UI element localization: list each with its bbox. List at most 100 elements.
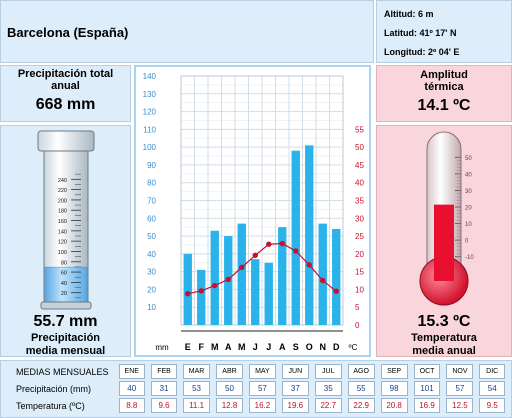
precip-cell: 53	[183, 381, 211, 396]
temp-cell: 16.9	[413, 398, 441, 413]
month-cell: MAY	[248, 364, 276, 379]
precip-bar	[318, 223, 327, 325]
precip-bar	[197, 269, 206, 325]
mean-precip-panel: 240 220 200 180 160 140 120 100 80 60 40 20 55.7 mm…	[0, 125, 131, 357]
mean-temp-panel: 50 40 30 20 10 0 -10 15.3 ºC Temperatura media…	[376, 125, 512, 357]
temp-axis-unit: ºC	[349, 343, 358, 352]
precip-tick-label: 80	[147, 179, 156, 188]
month-tick-label: J	[253, 342, 258, 352]
month-tick-label: O	[306, 342, 313, 352]
temp-point	[198, 288, 204, 294]
precip-tick-label: 140	[143, 72, 157, 81]
month-cell: AGO	[347, 364, 375, 379]
temp-point	[266, 241, 272, 247]
precip-tick-label: 60	[147, 214, 156, 223]
mean-precip-value: 55.7 mm	[33, 313, 98, 330]
precip-row-label: Precipitación (mm)	[16, 383, 92, 394]
monthly-table-panel: MEDIAS MENSUALES ENE FEB MAR ABR MAY JUN…	[0, 360, 512, 418]
total-precip-value: 668 mm	[35, 96, 96, 113]
temp-cell: 12.5	[446, 398, 474, 413]
precip-row: Precipitación (mm) 40 31 53 50 57 37 35 …	[15, 381, 505, 396]
gauge-tick-label: 120	[58, 240, 67, 246]
month-cell: NOV	[446, 364, 474, 379]
month-tick-label: N	[320, 342, 327, 352]
temp-tick-label: 20	[355, 250, 364, 259]
temp-cell: 9.5	[479, 398, 505, 413]
temp-point	[306, 262, 312, 268]
thermo-tick-label: -10	[465, 255, 474, 261]
month-tick-label: M	[238, 342, 246, 352]
month-cell: MAR	[183, 364, 211, 379]
temp-point	[333, 288, 339, 294]
gauge-tick-label: 60	[61, 271, 67, 277]
month-tick-label: D	[333, 342, 340, 352]
temp-tick-label: 10	[355, 285, 364, 294]
precip-cell: 37	[281, 381, 309, 396]
amplitude-label-2: térmica	[424, 81, 464, 93]
precip-tick-label: 10	[147, 303, 156, 312]
amplitude-label-1: Amplitud	[420, 69, 468, 81]
month-header-row: MEDIAS MENSUALES ENE FEB MAR ABR MAY JUN…	[15, 364, 505, 379]
temp-cell: 11.1	[183, 398, 211, 413]
latitude-text: Latitud: 41º 17' N	[384, 28, 457, 38]
gauge-tick-label: 140	[58, 229, 67, 235]
mean-temp-value: 15.3 ºC	[417, 313, 471, 330]
precip-cell: 101	[413, 381, 441, 396]
precip-bar	[251, 259, 260, 325]
mean-temp-label-2: media anual	[412, 345, 476, 357]
total-precip-label: Precipitación total anual	[17, 68, 114, 92]
temp-cell: 16.2	[248, 398, 276, 413]
location-name: Barcelona (España)	[7, 25, 129, 40]
thermo-tick-label: 30	[465, 189, 472, 195]
temp-point	[225, 276, 231, 283]
precip-tick-label: 70	[147, 197, 156, 206]
temp-point	[293, 248, 299, 254]
total-precip-panel: Precipitación total anual 668 mm	[0, 65, 131, 122]
precip-cell: 50	[216, 381, 243, 396]
month-cell: ENE	[118, 364, 145, 379]
temp-point	[279, 240, 285, 247]
precip-tick-label: 40	[147, 250, 156, 259]
temp-tick-label: 30	[355, 214, 364, 223]
temp-tick-label: 15	[355, 268, 364, 277]
temp-cell: 19.6	[281, 398, 309, 413]
rain-gauge-icon: 240 220 200 180 160 140 120 100 80 60 40 20	[37, 130, 95, 310]
thermometer-icon: 50 40 30 20 10 0 -10	[419, 131, 474, 306]
temp-cell: 22.7	[314, 398, 342, 413]
month-cell: SEP	[380, 364, 408, 379]
climograph-panel: 10 20 30 40 50 60 70 80 90 100 110 120 130 140 0 5 10 15 2…	[134, 65, 371, 357]
month-tick-label: M	[211, 342, 219, 352]
gauge-tick-label: 100	[58, 250, 67, 256]
thermo-tick-label: 50	[465, 156, 472, 162]
precip-cell: 57	[446, 381, 474, 396]
thermo-tick-label: 10	[465, 222, 472, 228]
temp-point	[239, 264, 245, 271]
temp-cell: 22.9	[347, 398, 375, 413]
temp-row-label: Temperatura (ºC)	[16, 400, 85, 411]
amplitude-value: 14.1 ºC	[417, 97, 471, 114]
precip-cell: 57	[248, 381, 276, 396]
temp-tick-label: 55	[355, 125, 364, 134]
precip-tick-label: 130	[143, 90, 157, 99]
precip-cell: 31	[150, 381, 178, 396]
amplitude-panel: Amplitud térmica 14.1 ºC	[376, 65, 512, 122]
temp-point	[212, 282, 218, 289]
gauge-tick-label: 240	[58, 178, 67, 184]
gauge-tick-label: 80	[61, 260, 67, 266]
precip-axis-unit: mm	[155, 343, 169, 352]
temp-cell: 9.6	[150, 398, 178, 413]
precip-cell: 40	[118, 381, 145, 396]
temp-cell: 20.8	[380, 398, 408, 413]
month-tick-label: F	[199, 342, 205, 352]
month-cell: DIC	[479, 364, 505, 379]
table-title: MEDIAS MENSUALES	[16, 366, 109, 377]
precip-bar	[291, 150, 300, 325]
precip-tick-label: 30	[147, 268, 156, 277]
month-cell: FEB	[150, 364, 178, 379]
gauge-tick-label: 20	[61, 291, 67, 297]
temp-tick-label: 45	[355, 161, 364, 170]
precip-tick-label: 20	[147, 285, 156, 294]
precip-bar	[332, 228, 341, 325]
gauge-tick-label: 200	[58, 198, 67, 204]
month-tick-label: J	[266, 342, 271, 352]
